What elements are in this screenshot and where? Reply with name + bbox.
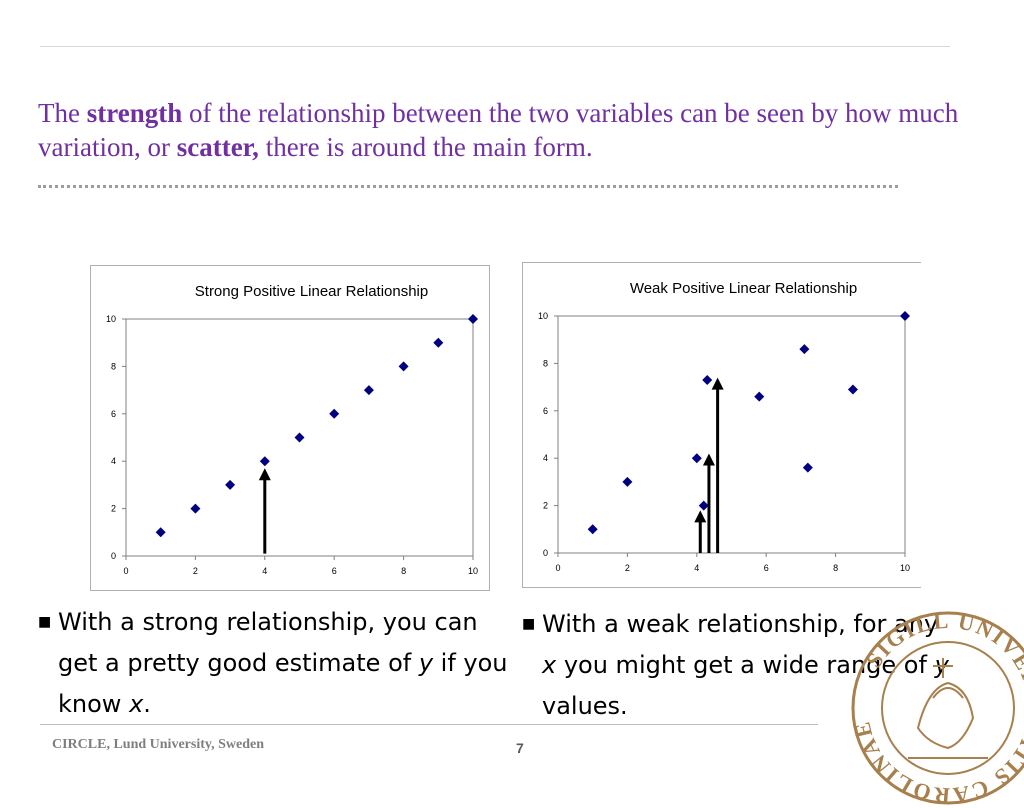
arrow-head (258, 468, 271, 481)
strong-relationship-chart: Strong Positive Linear Relationship 0 2 4 6 8… (90, 265, 490, 591)
bullet-text: With a strong relationship, you can get … (38, 602, 508, 725)
y-tick-label: 2 (543, 501, 548, 511)
y-tick-label: 0 (111, 551, 116, 561)
x-tick-label: 8 (833, 563, 838, 573)
data-point (900, 311, 910, 321)
data-point (398, 361, 409, 372)
svg-text:SIGILL UNIVERSITATIS CAROLINAE: SIGILL UNIVERSITATIS CAROLINAE RVMQVE (848, 608, 1024, 808)
x-tick-label: 2 (193, 566, 198, 576)
data-point (433, 337, 444, 348)
x-tick-label: 0 (123, 566, 128, 576)
data-point (702, 374, 713, 385)
y-tick-label: 10 (106, 314, 116, 324)
x-tick-label: 2 (625, 563, 630, 573)
arrow-head (702, 453, 715, 466)
bullet-strong-relationship: ■ With a strong relationship, you can ge… (38, 602, 508, 725)
x-tick-label: 10 (900, 563, 910, 573)
lund-university-seal-icon: SIGILL UNIVERSITATIS CAROLINAE RVMQVE (848, 608, 1024, 808)
y-tick-label: 6 (111, 409, 116, 419)
y-tick-label: 4 (111, 456, 116, 466)
data-point (190, 503, 201, 514)
y-tick-label: 8 (111, 361, 116, 371)
y-tick-label: 4 (543, 453, 548, 463)
x-tick-label: 10 (468, 566, 478, 576)
bullet-variable: x (542, 651, 557, 679)
dotted-divider (38, 185, 898, 188)
bullet-run: values. (542, 692, 628, 720)
top-rule (40, 46, 950, 47)
bullet-variable: y (418, 649, 434, 677)
bullet-marker: ■ (38, 614, 52, 630)
data-point (363, 385, 374, 396)
y-tick-label: 10 (538, 311, 548, 321)
bullet-run: you might get a wide range of (556, 651, 935, 679)
y-tick-label: 0 (543, 548, 548, 558)
plot-area (125, 318, 474, 557)
data-point (155, 527, 166, 538)
x-tick-label: 6 (764, 563, 769, 573)
y-tick-label: 2 (111, 504, 116, 514)
data-point (847, 384, 858, 395)
x-tick-label: 6 (332, 566, 337, 576)
bullet-run: . (143, 690, 151, 718)
data-point (691, 453, 702, 464)
bullet-run: if you know (58, 649, 508, 718)
x-tick-label: 8 (401, 566, 406, 576)
data-point (329, 408, 340, 419)
weak-relationship-plot: Weak Positive Linear Relationship 0 2 4 6 8 10… (538, 280, 910, 573)
bullet-text: With a weak relationship, for any x you … (522, 604, 952, 727)
data-point (622, 476, 633, 487)
title-text: there is around the main form. (258, 132, 593, 162)
title-emphasis: strength (86, 98, 183, 128)
data-point (587, 524, 598, 535)
page-number: 7 (516, 740, 524, 756)
bullet-marker: ■ (522, 616, 536, 632)
data-point (294, 432, 305, 443)
x-tick-label: 0 (555, 563, 560, 573)
bullet-run: With a weak relationship, for any (542, 610, 939, 638)
slide-title: The strength of the relationship between… (38, 96, 988, 164)
data-point (799, 344, 810, 355)
strong-relationship-plot: Strong Positive Linear Relationship 0 2 4 6 8… (106, 283, 478, 576)
weak-relationship-chart: Weak Positive Linear Relationship 0 2 4 6 8 10… (522, 262, 921, 588)
x-tick-label: 4 (694, 563, 699, 573)
title-text: The (38, 98, 87, 128)
chart-title: Strong Positive Linear Relationship (195, 283, 428, 300)
y-tick-label: 8 (543, 358, 548, 368)
title-text: of the relationship between the two vari… (38, 98, 959, 162)
title-emphasis: scatter, (176, 132, 259, 162)
footer-organization: CIRCLE, Lund University, Sweden (52, 737, 264, 752)
data-point (802, 462, 813, 473)
bullet-run: With a strong relationship, you can get … (58, 608, 478, 677)
bottom-rule (40, 724, 818, 725)
y-tick-label: 6 (543, 406, 548, 416)
data-point (259, 456, 270, 467)
x-tick-label: 4 (262, 566, 267, 576)
plot-area (557, 315, 906, 554)
data-point (468, 314, 478, 324)
chart-title: Weak Positive Linear Relationship (630, 280, 857, 297)
data-point (754, 391, 765, 402)
data-point (225, 479, 236, 490)
arrow-head (694, 510, 707, 523)
bullet-weak-relationship: ■ With a weak relationship, for any x yo… (522, 604, 952, 727)
data-point (698, 500, 709, 511)
bullet-variable: x (129, 690, 144, 718)
arrow-head (711, 377, 724, 390)
